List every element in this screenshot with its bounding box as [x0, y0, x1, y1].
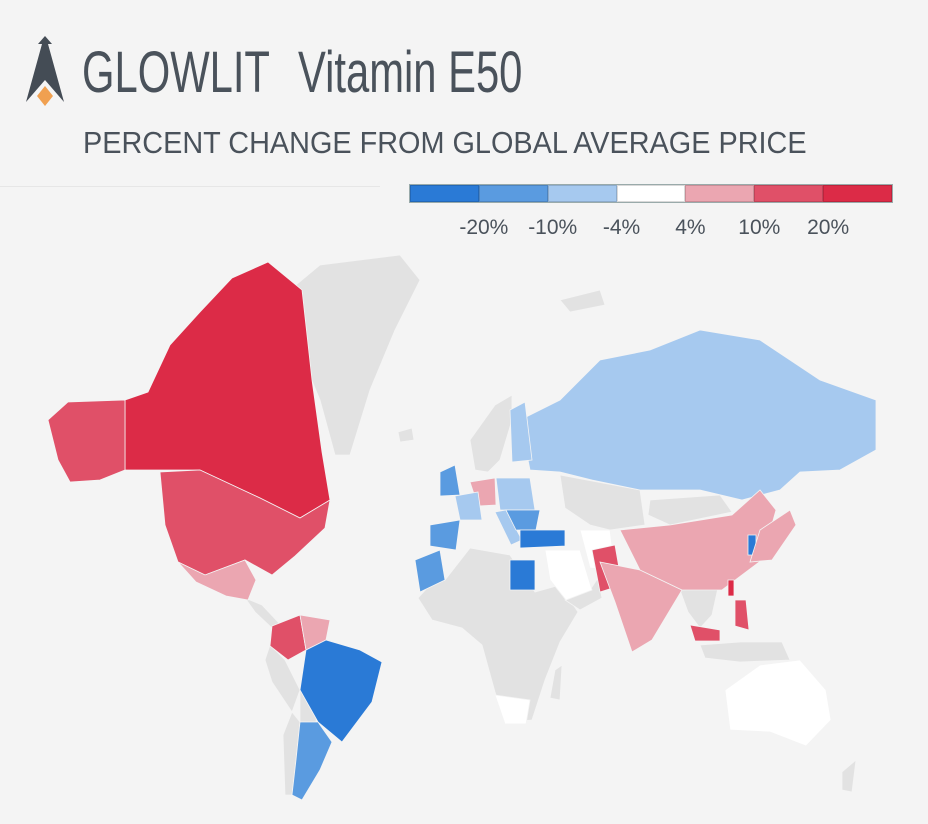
country-chile [282, 711, 301, 796]
country-south-korea [747, 534, 757, 556]
country-mexico [177, 559, 257, 601]
country-japan [749, 509, 797, 563]
legend-swatch [754, 185, 824, 202]
country-usa [159, 469, 331, 576]
country-south-africa [494, 694, 531, 725]
country-colombia [269, 614, 307, 661]
product-name: Vitamin E50 [298, 40, 523, 105]
country-arabian-misc [564, 576, 603, 611]
country-mainland-se-asia [679, 587, 719, 629]
country-morocco [414, 549, 446, 593]
legend-swatch [823, 185, 893, 202]
country-bolivia [299, 689, 319, 723]
country-taiwan [727, 579, 735, 597]
divider [0, 186, 380, 187]
country-venezuela [299, 614, 331, 651]
legend-swatch [685, 185, 755, 202]
country-canada [124, 261, 331, 519]
country-australia [724, 659, 832, 747]
country-france [454, 491, 483, 521]
legend-tick-label: 4% [675, 216, 706, 239]
country-turkey [519, 529, 566, 549]
country-poland [495, 477, 536, 511]
country-germany [469, 477, 497, 507]
country-pakistan [591, 544, 623, 593]
country-argentina [291, 721, 333, 801]
country-africa [417, 547, 579, 723]
country-kazakhstan-central-asia [559, 474, 646, 531]
legend-swatch [547, 185, 617, 202]
country-peru [264, 644, 301, 713]
country-egypt [509, 559, 536, 591]
country-italy [494, 509, 523, 546]
legend-tick-label: -20% [459, 216, 509, 239]
country-central-america [243, 597, 287, 631]
country-china [619, 489, 777, 591]
brand-name: GLOWLIT [82, 40, 270, 105]
legend-swatch [616, 185, 686, 202]
country-indonesia [699, 641, 791, 663]
country-balkans [505, 509, 541, 531]
country-svalbard [559, 289, 606, 313]
legend-swatch [410, 185, 479, 202]
country-mongolia [647, 494, 733, 526]
country-iceland [397, 427, 415, 443]
country-india [599, 561, 683, 653]
country-new-zealand [841, 759, 857, 793]
map-subtitle: PERCENT CHANGE FROM GLOBAL AVERAGE PRICE [83, 125, 807, 160]
legend-swatch [478, 185, 548, 202]
country-saudi-arabia [544, 549, 593, 601]
country-finland [509, 401, 533, 463]
country-malaysia [689, 624, 721, 642]
country-madagascar [549, 664, 563, 701]
legend-tick-label: -4% [602, 216, 641, 239]
legend-tick-label: 20% [807, 216, 850, 239]
country-iran [579, 529, 616, 571]
legend-tick-label: -10% [528, 216, 578, 239]
country-russia [519, 329, 877, 501]
country-brazil [299, 639, 383, 743]
color-legend [409, 184, 893, 203]
country-greenland [289, 254, 421, 456]
legend-tick-label: 10% [738, 216, 781, 239]
country-philippines [734, 599, 750, 631]
country-united-kingdom [439, 464, 461, 497]
glowlit-logo [26, 36, 64, 106]
country-alaska [47, 399, 126, 483]
country-spain [429, 519, 461, 551]
country-norway-sweden [469, 394, 513, 473]
